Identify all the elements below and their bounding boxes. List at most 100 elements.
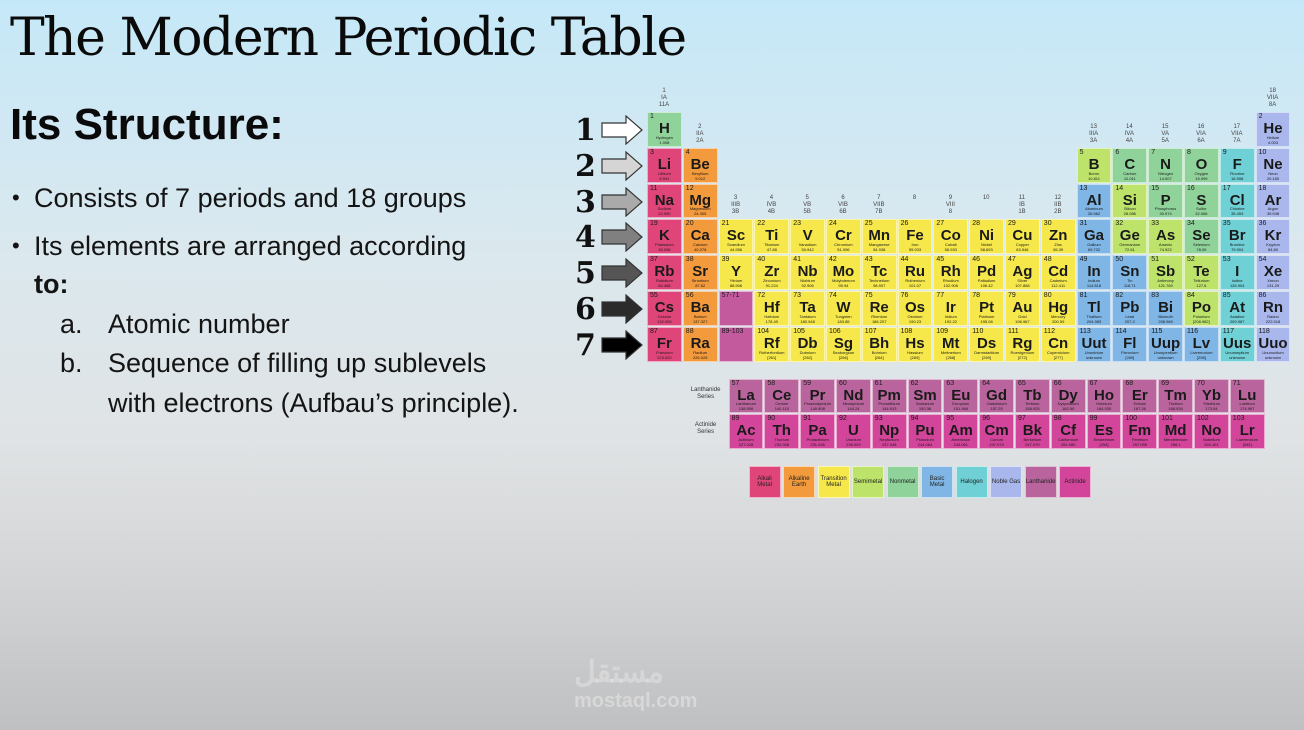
element-name: Radon	[1267, 313, 1279, 319]
period-number-2: 2	[575, 148, 596, 184]
element-mass: [298]	[1196, 354, 1206, 360]
bullet-arranged: Its elements are arranged according	[34, 231, 467, 261]
element-pu: 94 Pu Plutonium 244.064	[907, 414, 943, 450]
element-mass: 231.036	[810, 442, 825, 448]
element-number: 82	[1115, 292, 1124, 299]
group-header-3: 3 IIIB 3B	[719, 195, 753, 216]
element-mass: 162.50	[1062, 406, 1075, 412]
element-name: Scandium	[727, 242, 745, 248]
group-header-line: 7B	[875, 209, 883, 216]
element-symbol: C	[1124, 155, 1136, 173]
element-mass: 26.982	[1087, 211, 1101, 217]
element-symbol: Fl	[1123, 334, 1137, 352]
element-mass: [289]	[1125, 354, 1135, 360]
element-mass: 39.948	[1266, 211, 1280, 217]
bullet-dot: •	[12, 185, 20, 210]
element-symbol: Cs	[654, 299, 674, 316]
element-ce: 58 Ce Cerium 140.115	[764, 378, 800, 414]
element-number: 36	[1258, 220, 1267, 228]
element-name: Neon	[1268, 170, 1278, 176]
element-mass: 1.008	[659, 139, 670, 145]
element-li: 3 Li Lithium 6.941	[647, 147, 682, 183]
element-number: 76	[900, 292, 909, 299]
element-number: 81	[1079, 292, 1088, 299]
element-symbol: F	[1232, 155, 1242, 173]
element-cd: 48 Cd Cadmium 112.411	[1040, 255, 1076, 290]
element-tb: 65 Tb Terbium 158.925	[1015, 378, 1050, 414]
element-name: Ununseptium	[1225, 349, 1249, 355]
element-name: Potassium	[655, 242, 674, 248]
element-symbol: Pr	[809, 386, 826, 404]
element-symbol: At	[1229, 299, 1246, 316]
element-name: Thorium	[774, 437, 790, 443]
group-header-15: 15 VA 5A	[1148, 124, 1182, 145]
element-mass: 173.04	[1205, 406, 1218, 412]
element-name: Copper	[1015, 242, 1029, 248]
element-symbol: Pb	[1120, 299, 1140, 316]
element-name: Sodium	[657, 206, 672, 212]
element-symbol: U	[847, 422, 859, 440]
element-symbol: Nd	[843, 386, 864, 404]
element-fr: 87 Fr Francium 223.020	[647, 326, 682, 362]
element-symbol: Ir	[945, 299, 956, 316]
element-symbol: Ac	[736, 422, 756, 440]
element-name: Uranium	[845, 437, 861, 443]
element-mass: 126.904	[1229, 282, 1245, 288]
actinide-series-label: Actinide Series	[694, 422, 717, 436]
element-ne: 10 Ne Neon 20.180	[1255, 147, 1291, 183]
group-header-line: IVB	[766, 202, 777, 209]
group-header-line: 15	[1161, 123, 1169, 130]
element-symbol: Au	[1012, 299, 1033, 316]
legend-halogen: Halogen	[955, 466, 988, 499]
element-ba: 56 Ba Barium 137.327	[682, 291, 718, 326]
element-number: 95	[946, 415, 955, 423]
element-mass: 144.24	[847, 406, 860, 412]
element-number: 96	[982, 415, 990, 423]
element-name: Berkelium	[1023, 437, 1042, 443]
element-name: Californium	[1058, 437, 1079, 443]
element-db: 105 Db Dubnium [262]	[790, 326, 825, 362]
element-name: Osmium	[907, 313, 923, 319]
element-name: Einsteinium	[1093, 437, 1115, 443]
group-header-line: 3A	[1089, 137, 1098, 144]
element-mass: 196.967	[1015, 318, 1030, 324]
element-c: 6 C Carbon 12.011	[1112, 147, 1148, 183]
element-name: Bromine	[1229, 242, 1245, 248]
element-symbol: Sm	[913, 386, 937, 404]
element-name: Mercury	[1050, 313, 1066, 319]
element-symbol: Es	[1094, 422, 1114, 440]
element-ti: 22 Ti Titanium 47.88	[754, 219, 790, 255]
element-symbol: Eu	[951, 386, 971, 404]
element-symbol: Lv	[1192, 334, 1211, 352]
legend-semimetal: Semimetal	[852, 466, 885, 499]
element-number: 115	[1151, 327, 1163, 335]
element-mass: 208.980	[1158, 318, 1173, 324]
group-header-line: 6A	[1197, 137, 1205, 144]
group-header-line: 13	[1090, 123, 1097, 130]
sub-item-b-label: b.	[60, 348, 83, 378]
element-name: Rubidium	[655, 277, 673, 283]
element-bh: 107 Bh Bohrium [264]	[861, 326, 897, 362]
legend-noble: Noble Gas	[990, 466, 1023, 499]
element-mass: 151.966	[953, 406, 969, 412]
element-symbol: Rb	[654, 263, 675, 281]
element-symbol: He	[1263, 120, 1283, 137]
element-symbol: Na	[654, 191, 674, 209]
element-symbol: K	[658, 227, 670, 245]
element-mass: 95.94	[838, 282, 849, 288]
element-mass: unknown	[1264, 354, 1281, 360]
element-mass: 12.011	[1123, 175, 1136, 181]
element-symbol: Mo	[832, 263, 855, 281]
element-re: 75 Re Rhenium 186.207	[861, 291, 897, 326]
element-ir: 77 Ir Iridium 192.22	[933, 291, 969, 326]
group-header-1: 1 IA 11A	[647, 88, 681, 109]
element-mass: 9.012	[695, 175, 706, 181]
element-symbol: Cn	[1048, 334, 1069, 352]
group-header-line: 4A	[1125, 137, 1134, 144]
element-mass: 238.029	[846, 442, 861, 448]
period-number-5: 5	[575, 256, 596, 292]
element-i: 53 I Iodine 126.904	[1219, 255, 1255, 290]
element-fl: 114 Fl Flerovium [289]	[1112, 326, 1148, 362]
element-cl: 17 Cl Chlorine 35.453	[1219, 183, 1255, 219]
element-name: Krypton	[1266, 242, 1280, 248]
